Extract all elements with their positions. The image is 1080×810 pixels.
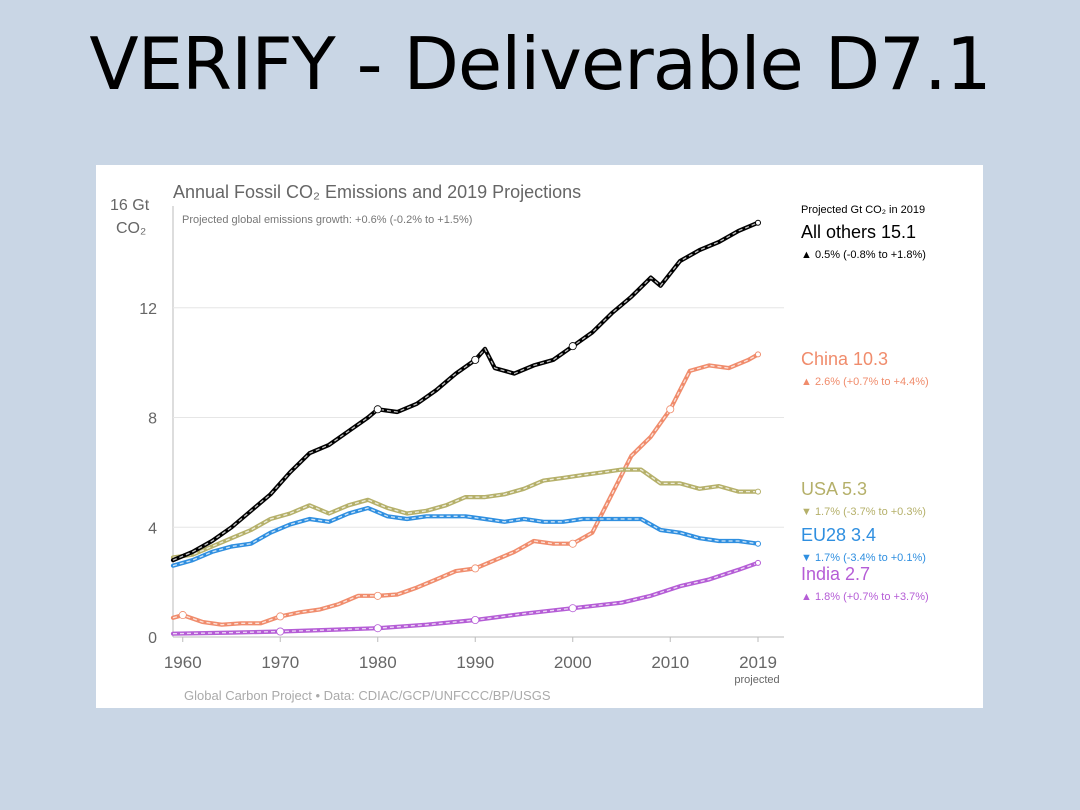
legend-growth-china: ▲ 2.6% (+0.7% to +4.4%) bbox=[801, 376, 929, 388]
series-point-china bbox=[471, 564, 480, 573]
series-point-all_others bbox=[471, 355, 480, 364]
series-point-china bbox=[178, 611, 187, 620]
series-point-china bbox=[568, 539, 577, 548]
projection-point-all_others bbox=[755, 219, 761, 226]
legend-growth-india: ▲ 1.8% (+0.7% to +3.7%) bbox=[801, 591, 929, 603]
emissions-chart: Annual Fossil CO₂ Emissions and 2019 Pro… bbox=[110, 182, 929, 703]
chart-subtitle: Projected global emissions growth: +0.6%… bbox=[182, 214, 472, 226]
x-tick-label: 1970 bbox=[261, 653, 299, 672]
series-dash-eu28 bbox=[172, 507, 759, 567]
legend-header: Projected Gt CO₂ in 2019 bbox=[801, 204, 925, 216]
series-dash-china bbox=[172, 353, 759, 626]
legend-label-eu28: EU28 3.4 bbox=[801, 525, 876, 545]
series-line-china bbox=[170, 352, 761, 627]
legend-growth-eu28: ▼ 1.7% (-3.4% to +0.1%) bbox=[801, 552, 926, 564]
projection-point-eu28 bbox=[755, 540, 761, 547]
legend-label-all_others: All others 15.1 bbox=[801, 222, 916, 242]
legend-label-india: India 2.7 bbox=[801, 564, 870, 584]
x-tick-label: 2010 bbox=[651, 653, 689, 672]
x-tick-label: 1990 bbox=[456, 653, 494, 672]
series-point-china bbox=[276, 612, 285, 621]
legend-label-china: China 10.3 bbox=[801, 349, 888, 369]
chart-credit: Global Carbon Project • Data: CDIAC/GCP/… bbox=[184, 688, 551, 703]
legend-growth-usa: ▼ 1.7% (-3.7% to +0.3%) bbox=[801, 506, 926, 518]
projection-point-china bbox=[755, 351, 761, 358]
x-tick-label: 1960 bbox=[164, 653, 202, 672]
y-axis-label-line2: CO₂ bbox=[116, 220, 146, 237]
series-dash-india bbox=[172, 562, 759, 635]
chart-figure: Annual Fossil CO₂ Emissions and 2019 Pro… bbox=[96, 165, 983, 708]
y-axis-label-line1: 16 Gt bbox=[110, 197, 150, 214]
chart-title: Annual Fossil CO₂ Emissions and 2019 Pro… bbox=[173, 182, 581, 202]
x-tick-label: 1980 bbox=[359, 653, 397, 672]
projection-point-india bbox=[755, 559, 761, 566]
series-point-india bbox=[373, 624, 382, 633]
y-tick-label: 0 bbox=[148, 630, 157, 647]
series-dash-usa bbox=[172, 468, 758, 559]
legend-growth-all_others: ▲ 0.5% (-0.8% to +1.8%) bbox=[801, 249, 926, 261]
y-tick-label: 4 bbox=[148, 520, 157, 537]
series-point-all_others bbox=[373, 405, 382, 414]
series-point-all_others bbox=[568, 342, 577, 351]
x-tick-label: 2019 bbox=[739, 653, 777, 672]
x-tick-note: projected bbox=[734, 674, 779, 686]
series-point-china bbox=[373, 591, 382, 600]
series-point-india bbox=[568, 604, 577, 613]
series-point-india bbox=[471, 615, 480, 624]
x-tick-label: 2000 bbox=[554, 653, 592, 672]
projection-point-usa bbox=[755, 488, 761, 495]
series-point-india bbox=[276, 627, 285, 636]
slide-title: VERIFY - Deliverable D7.1 bbox=[89, 22, 991, 106]
series-line-usa bbox=[170, 467, 761, 560]
y-tick-label: 8 bbox=[148, 411, 157, 428]
legend-label-usa: USA 5.3 bbox=[801, 479, 867, 499]
series-point-china bbox=[666, 405, 675, 414]
y-tick-label: 12 bbox=[139, 301, 157, 318]
series-dash-all_others bbox=[172, 222, 759, 561]
series-line-eu28 bbox=[170, 505, 761, 568]
